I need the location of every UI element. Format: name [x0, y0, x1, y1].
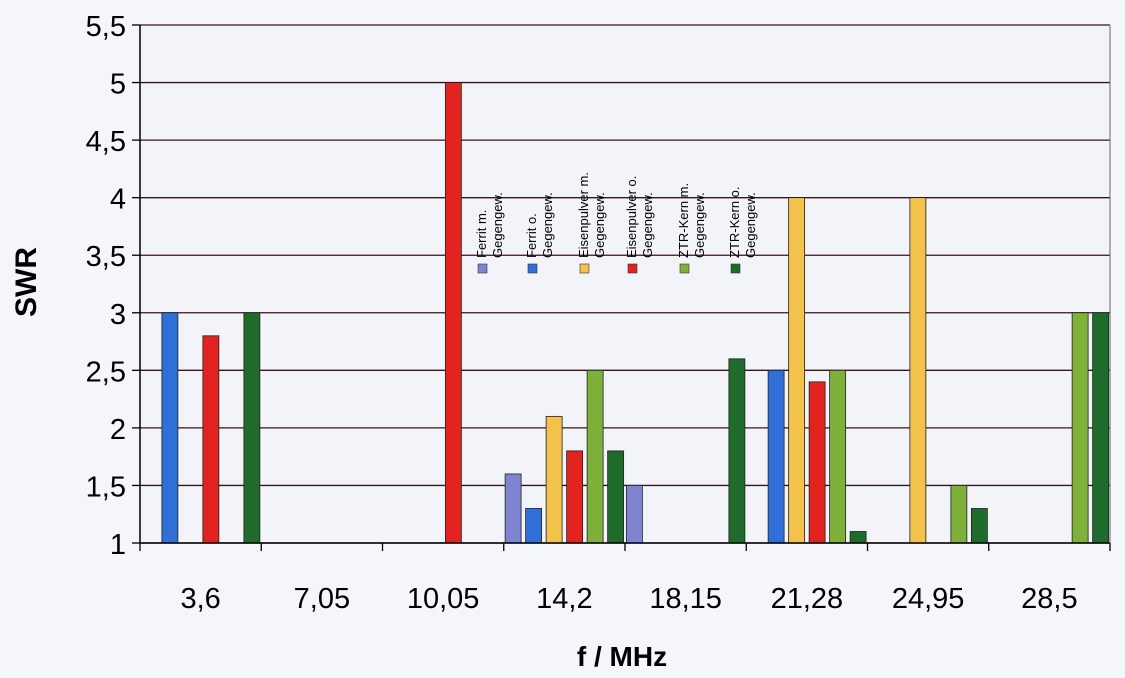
legend-swatch [730, 263, 741, 274]
bar [788, 197, 806, 544]
legend-label: Eisenpulver o.Gegengew. [624, 176, 655, 258]
bar [566, 450, 584, 544]
axes-layer: 1 1,5 2 2,5 3 3,5 4 4,5 5 5,5 3,6 7,05 10,05 14,2 18,1… [86, 11, 1111, 615]
y-tick-label: 2 [110, 414, 126, 446]
bar [767, 369, 785, 544]
legend-swatch [627, 263, 638, 274]
bar [728, 358, 746, 544]
bar [586, 369, 604, 544]
grid-layer [140, 24, 1110, 544]
bar [950, 485, 968, 544]
bar [829, 369, 847, 544]
x-tick-label: 10,05 [407, 583, 480, 615]
y-tick-label: 1,5 [86, 471, 126, 503]
bar [1071, 312, 1089, 544]
legend-label: Ferrit m.Gegengew. [474, 192, 505, 258]
y-tick-label: 2,5 [86, 356, 126, 388]
bar [970, 508, 988, 544]
legend-label: Eisenpulver m.Gegengew. [576, 172, 607, 258]
bar [504, 473, 522, 544]
x-tick-label: 18,15 [649, 583, 722, 615]
bar [625, 485, 643, 544]
y-tick-label: 5,5 [86, 11, 126, 43]
x-tick-label: 24,95 [892, 583, 965, 615]
y-tick-label: 4,5 [86, 126, 126, 158]
x-tick-label: 14,2 [536, 583, 592, 615]
bars-layer [161, 82, 1110, 544]
x-tick-label: 3,6 [180, 583, 220, 615]
legend-label: Ferrit o.Gegengew. [524, 192, 555, 258]
bar [1092, 312, 1110, 544]
x-axis-label: f / MHz [577, 641, 667, 672]
y-tick-label: 5 [110, 69, 126, 101]
legend-label: ZTR-Kern m.Gegengew. [676, 183, 707, 258]
bar [849, 531, 867, 544]
bar [808, 381, 826, 544]
y-tick-label: 4 [110, 184, 126, 216]
bar [202, 335, 220, 544]
legend-swatch [527, 263, 538, 274]
y-tick-label: 1 [110, 529, 126, 561]
bar [525, 508, 543, 544]
legend-swatch [579, 263, 590, 274]
x-tick-label: 21,28 [771, 583, 844, 615]
legend-swatch [477, 263, 488, 274]
legend-label: ZTR-Kern o.Gegengew. [727, 186, 758, 258]
bar [607, 450, 625, 544]
x-tick-label: 7,05 [294, 583, 350, 615]
y-axis-label: SWR [10, 247, 43, 317]
legend-swatch [679, 263, 690, 274]
bar [909, 197, 927, 544]
y-tick-label: 3 [110, 299, 126, 331]
bar [243, 312, 261, 544]
legend: Ferrit m.Gegengew. Ferrit o.Gegengew. Eise… [474, 172, 758, 274]
x-tick-label: 28,5 [1021, 583, 1077, 615]
bar [161, 312, 179, 544]
plot-area [140, 25, 1110, 543]
bar [444, 82, 462, 544]
bar [545, 415, 563, 544]
y-tick-label: 3,5 [86, 241, 126, 273]
